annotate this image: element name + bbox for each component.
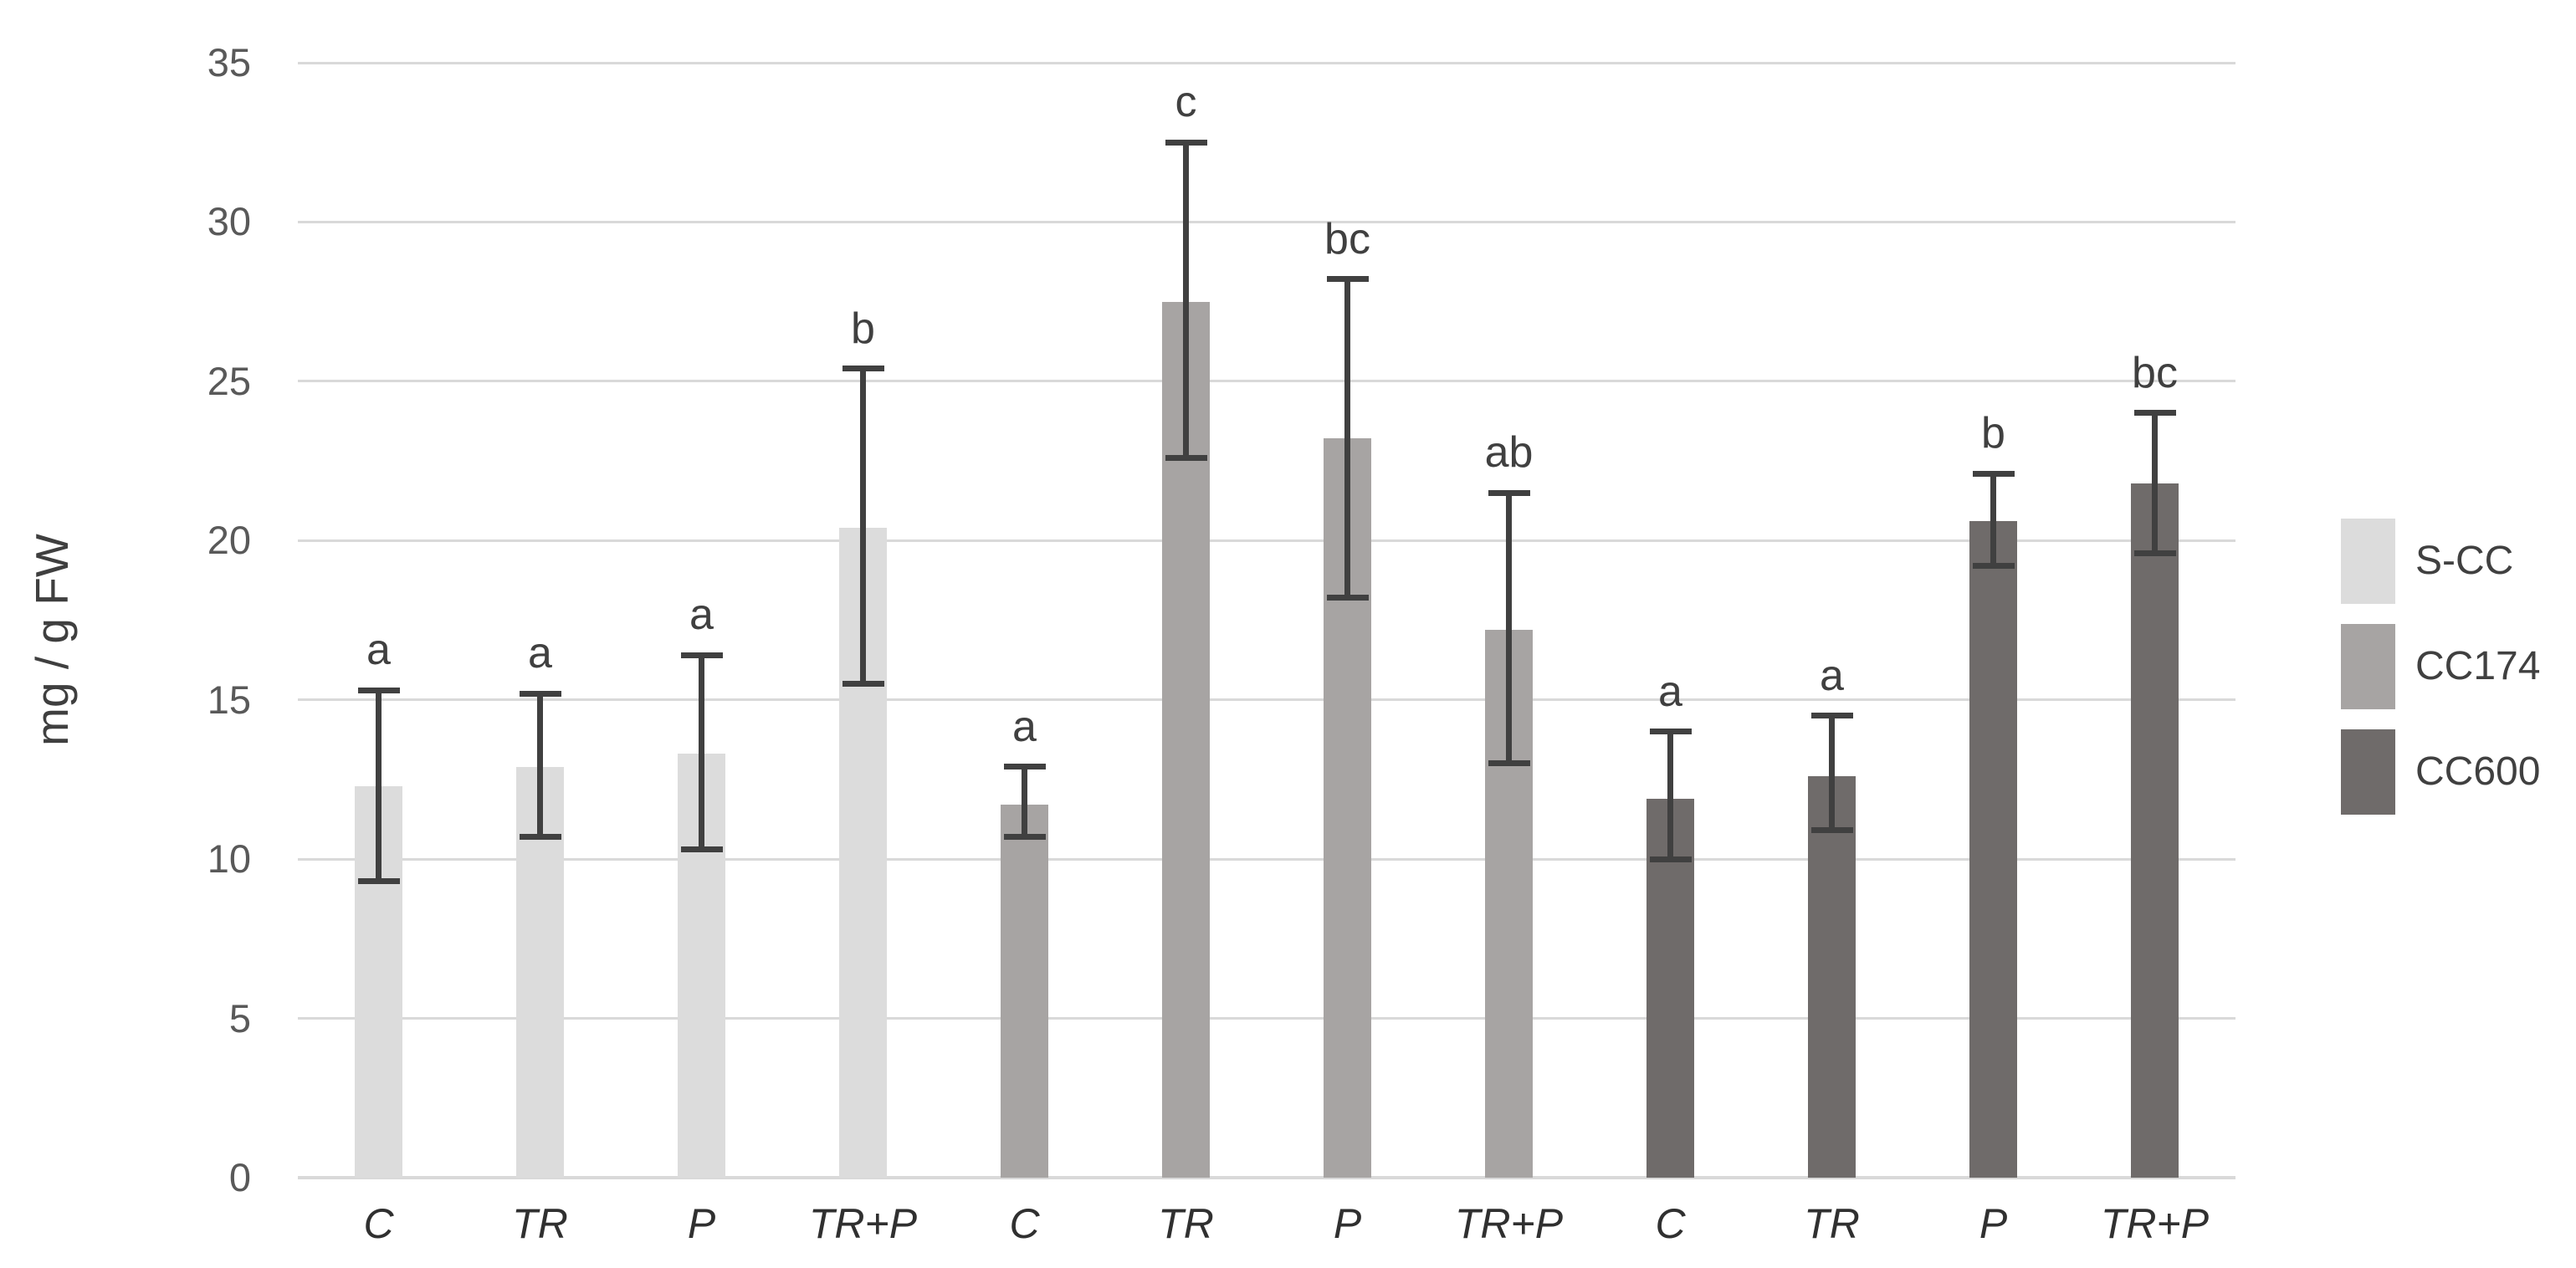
- error-bar-cap: [1165, 139, 1207, 146]
- bar: [2131, 483, 2179, 1178]
- gridline: [298, 698, 2235, 702]
- error-bar-stem: [1506, 493, 1512, 764]
- gridline: [298, 1176, 2235, 1179]
- x-tick-label: C: [1655, 1200, 1686, 1247]
- legend-swatch-s-cc: [2341, 519, 2395, 604]
- error-bar-stem: [1183, 142, 1189, 458]
- y-tick-label: 5: [228, 995, 251, 1040]
- bar: [1001, 805, 1048, 1178]
- legend-swatch-cc174: [2341, 624, 2395, 709]
- error-bar-cap: [842, 366, 884, 372]
- legend-label-s-cc: S-CC: [2415, 539, 2514, 583]
- y-tick-label: 30: [207, 199, 251, 244]
- legend-swatch-cc600: [2341, 729, 2395, 815]
- y-tick-label: 0: [228, 1155, 251, 1199]
- error-bar-cap: [1003, 833, 1046, 840]
- error-bar-cap: [519, 690, 561, 697]
- error-bar-cap: [2133, 410, 2176, 417]
- bar: [1808, 776, 1856, 1178]
- error-bar-cap: [1488, 489, 1530, 496]
- bar: [1969, 521, 2017, 1178]
- x-tick-label: TR+P: [2100, 1200, 2210, 1247]
- significance-letter: b: [851, 304, 875, 353]
- error-bar-stem: [1667, 731, 1673, 860]
- error-bar-stem: [1022, 766, 1027, 837]
- x-tick-label: TR: [1158, 1200, 1214, 1247]
- significance-letter: b: [1981, 409, 2005, 458]
- y-tick-label: 25: [207, 358, 251, 403]
- error-bar-cap: [680, 652, 723, 658]
- gridline: [298, 61, 2235, 64]
- error-bar-cap: [842, 681, 884, 688]
- significance-letter: ab: [1484, 428, 1534, 478]
- significance-letter: a: [1820, 651, 1844, 700]
- error-bar-stem: [699, 655, 704, 850]
- significance-letter: a: [1012, 702, 1037, 751]
- y-tick-label: 35: [207, 40, 251, 84]
- y-axis-title: mg / g FW: [26, 534, 78, 746]
- error-bar-cap: [1972, 563, 2015, 570]
- y-tick-label: 10: [207, 836, 251, 882]
- x-tick-label: TR+P: [1454, 1200, 1564, 1247]
- significance-letter: a: [689, 591, 714, 640]
- significance-letter: bc: [2132, 348, 2178, 397]
- significance-letter: c: [1175, 78, 1197, 127]
- x-tick-label: TR: [512, 1200, 568, 1247]
- x-tick-label: P: [1333, 1200, 1362, 1247]
- error-bar-cap: [1972, 470, 2015, 477]
- gridline: [298, 1017, 2235, 1020]
- error-bar-stem: [537, 693, 543, 837]
- gridline: [298, 857, 2235, 861]
- legend-label-cc174: CC174: [2415, 644, 2541, 688]
- error-bar-stem: [860, 368, 866, 684]
- error-bar-cap: [357, 878, 400, 885]
- x-tick-label: C: [363, 1200, 394, 1247]
- error-bar-stem: [1990, 473, 1996, 566]
- gridline: [298, 539, 2235, 542]
- error-bar-cap: [357, 687, 400, 693]
- error-bar-cap: [1810, 827, 1853, 834]
- x-tick-label: TR: [1804, 1200, 1860, 1247]
- error-bar-stem: [376, 690, 382, 882]
- significance-letter: bc: [1324, 214, 1370, 263]
- y-tick-label: 15: [207, 677, 251, 722]
- error-bar-cap: [2133, 550, 2176, 557]
- significance-letter: a: [1658, 667, 1682, 716]
- x-tick-label: C: [1009, 1200, 1040, 1247]
- significance-letter: a: [528, 629, 552, 678]
- error-bar-stem: [1344, 279, 1350, 598]
- x-tick-label: P: [1979, 1200, 2008, 1247]
- gridline: [298, 220, 2235, 223]
- error-bar-cap: [1326, 595, 1369, 601]
- error-bar-cap: [1649, 856, 1692, 862]
- error-bar-stem: [2152, 412, 2158, 554]
- legend-label-cc600: CC600: [2415, 749, 2541, 794]
- y-tick-label: 20: [207, 518, 251, 563]
- gridline: [298, 380, 2235, 383]
- error-bar-cap: [1326, 276, 1369, 283]
- error-bar-cap: [1488, 760, 1530, 767]
- error-bar-cap: [1810, 713, 1853, 719]
- error-bar-cap: [1165, 454, 1207, 461]
- x-tick-label: TR+P: [808, 1200, 918, 1247]
- error-bar-cap: [680, 846, 723, 853]
- error-bar-cap: [1003, 764, 1046, 770]
- significance-letter: a: [366, 626, 391, 675]
- error-bar-stem: [1829, 715, 1835, 831]
- x-tick-label: P: [687, 1200, 716, 1247]
- error-bar-cap: [519, 833, 561, 840]
- error-bar-cap: [1649, 729, 1692, 735]
